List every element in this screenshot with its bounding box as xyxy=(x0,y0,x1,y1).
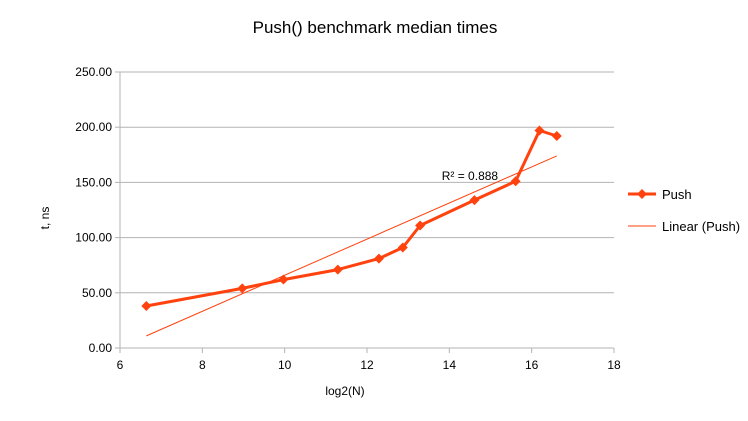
data-point-3 xyxy=(332,264,343,275)
x-tick-label-5: 16 xyxy=(525,358,539,372)
grid-lines xyxy=(120,71,614,294)
data-point-1 xyxy=(237,283,248,294)
legend-trendline-label: Linear (Push) xyxy=(662,219,740,234)
data-point-10 xyxy=(551,131,562,142)
data-point-7 xyxy=(469,195,480,206)
data-point-9 xyxy=(534,125,545,136)
data-point-5 xyxy=(397,242,408,253)
x-axis-label: log2(N) xyxy=(325,384,364,398)
y-axis-label: t, ns xyxy=(38,207,52,230)
x-tick-label-1: 8 xyxy=(199,358,206,372)
y-tick-label-4: 200.00 xyxy=(75,120,112,134)
x-tick-label-0: 6 xyxy=(117,358,124,372)
trendline-linear-push xyxy=(146,155,557,337)
data-point-4 xyxy=(373,253,384,264)
series-line-push xyxy=(146,129,558,308)
y-tick-label-2: 100.00 xyxy=(75,231,112,245)
y-tick-label-5: 250.00 xyxy=(75,65,112,79)
data-point-2 xyxy=(278,274,289,285)
data-point-0 xyxy=(141,301,152,312)
chart-title: Push() benchmark median times xyxy=(253,18,498,37)
y-tick-label-3: 150.00 xyxy=(75,175,112,189)
legend-push-marker xyxy=(637,189,647,199)
x-tick-label-2: 10 xyxy=(278,358,292,372)
x-tick-label-3: 12 xyxy=(360,358,374,372)
y-tick-label-1: 50.00 xyxy=(82,286,112,300)
legend: Push Linear (Push) xyxy=(628,187,740,234)
y-tick-labels: 0.00 50.00 100.00 150.00 200.00 250.00 xyxy=(75,65,112,355)
x-tick-label-4: 14 xyxy=(443,358,457,372)
legend-push-label: Push xyxy=(662,187,692,202)
data-point-6 xyxy=(415,220,426,231)
y-tick-label-0: 0.00 xyxy=(89,341,113,355)
axes xyxy=(115,71,615,353)
x-tick-labels: 6 8 10 12 14 16 18 xyxy=(117,358,621,372)
r-squared-label: R² = 0.888 xyxy=(442,169,499,183)
trendline-layer xyxy=(146,155,557,337)
series-layer xyxy=(141,125,562,312)
x-tick-label-6: 18 xyxy=(607,358,621,372)
data-point-8 xyxy=(510,176,521,187)
